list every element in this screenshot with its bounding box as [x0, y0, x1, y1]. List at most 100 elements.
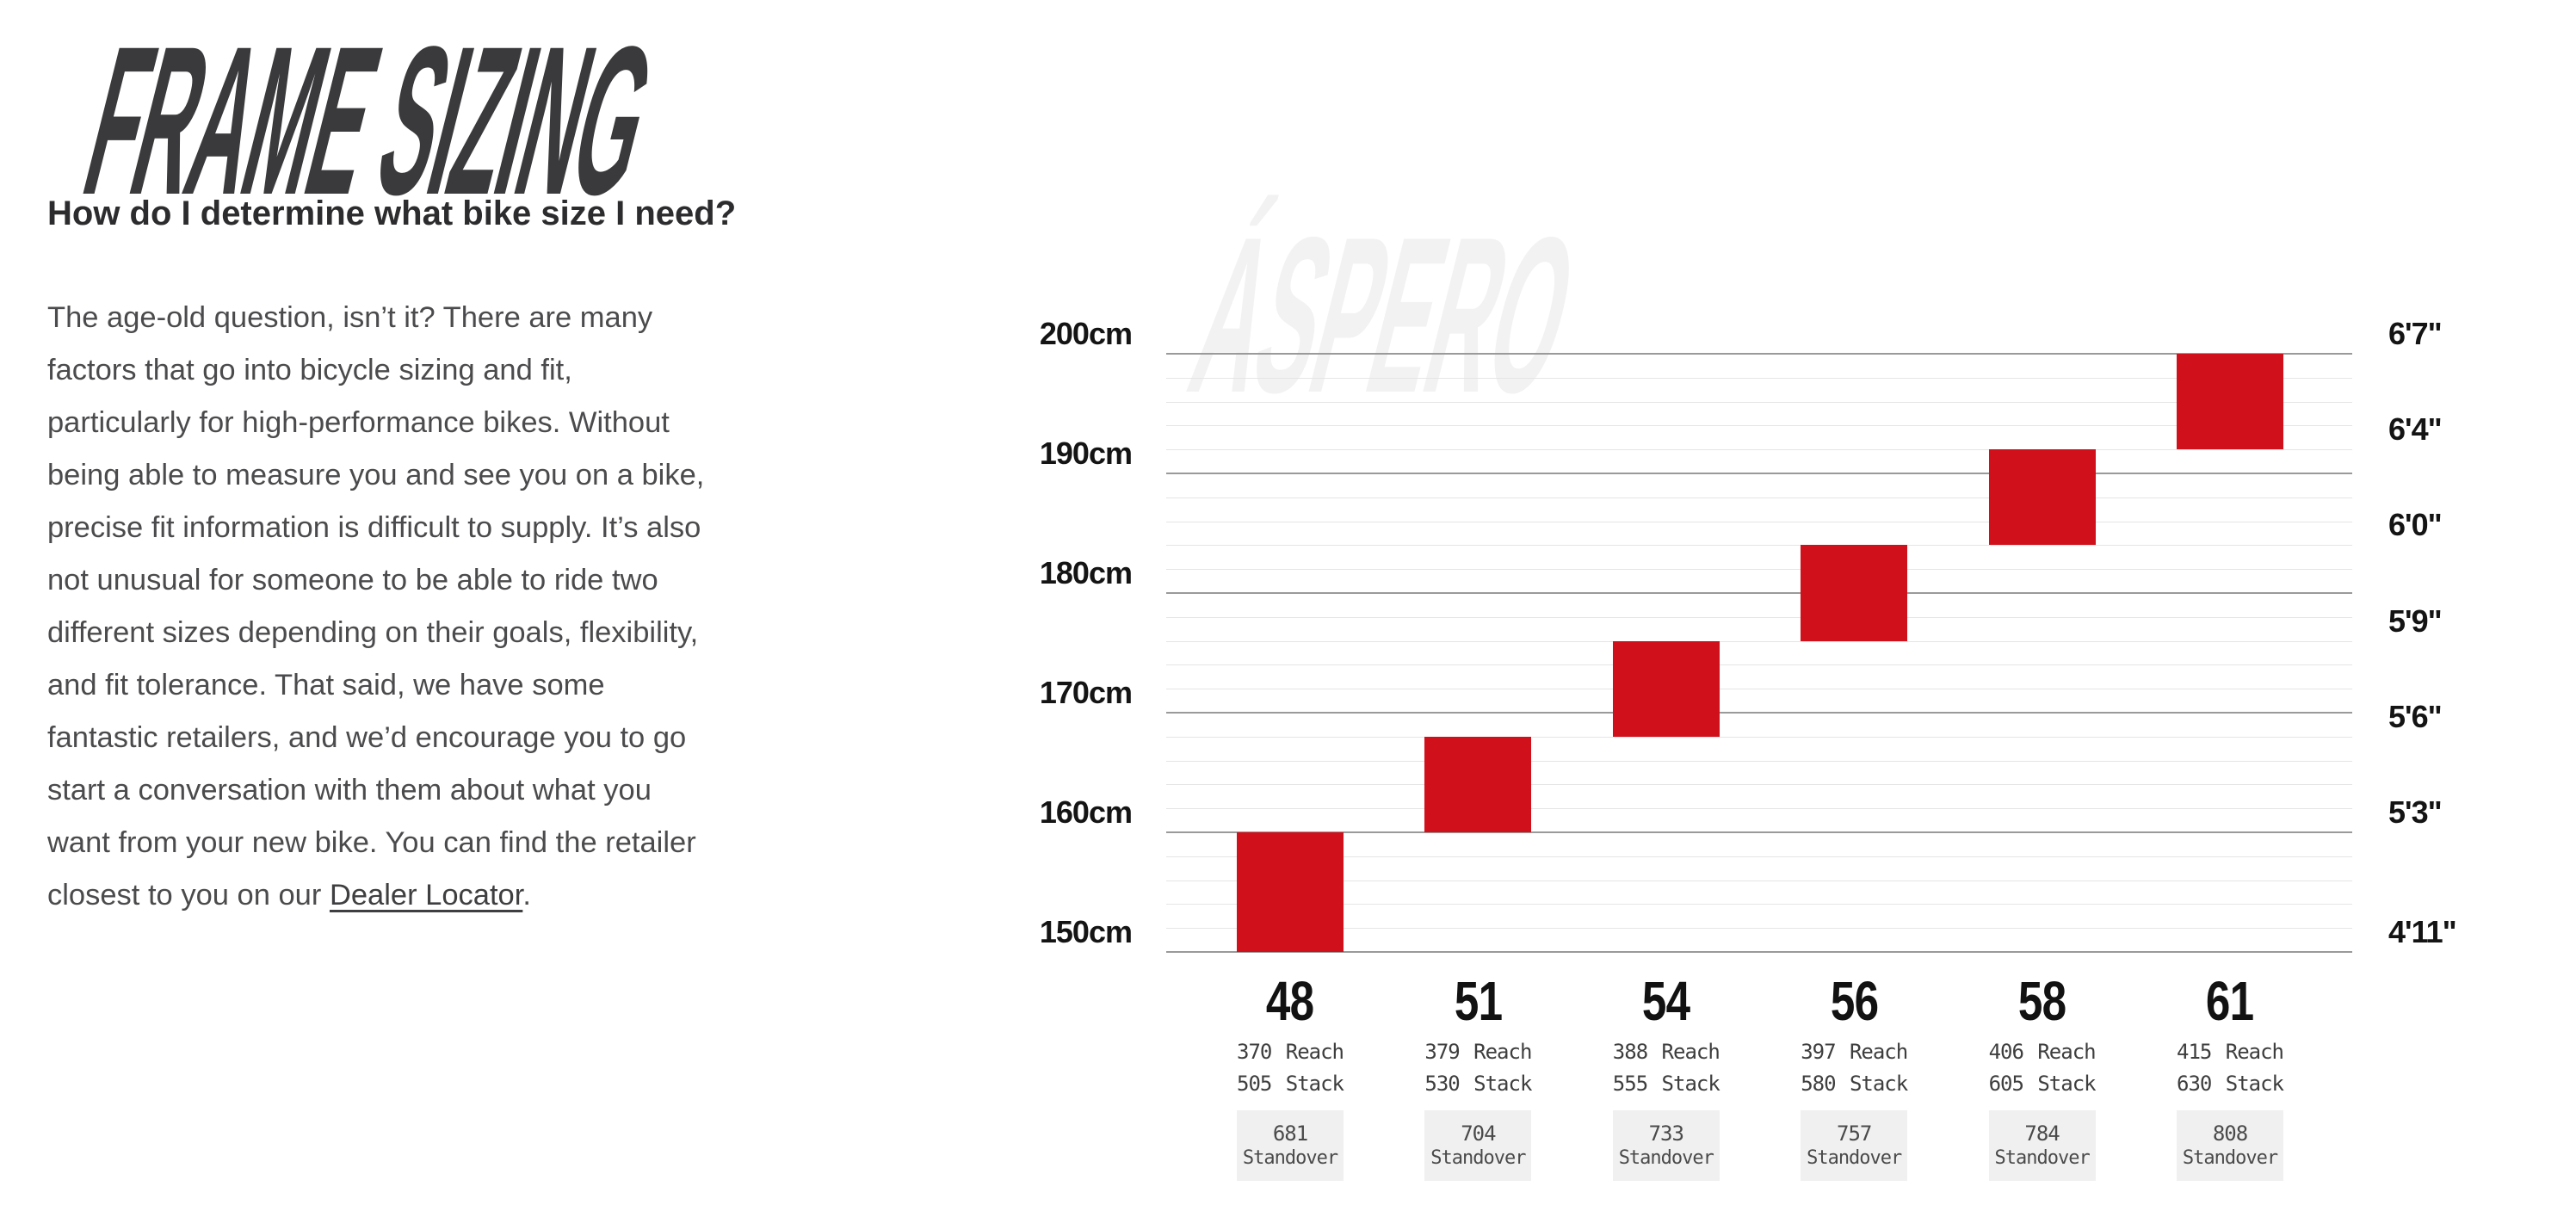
standover-box: 784 Standover — [1988, 1110, 2096, 1181]
standover-label: Standover — [2182, 1147, 2278, 1169]
stack-value: 580 — [1801, 1072, 1836, 1096]
axis-tick-5ft9: 5'9" — [2388, 602, 2443, 639]
standover-label: Standover — [1242, 1147, 1338, 1169]
dealer-locator-link[interactable]: Dealer Locator — [329, 879, 523, 911]
stack-row: 605 Stack — [1989, 1072, 2097, 1097]
gridline-minor — [1166, 425, 2352, 427]
aspero-watermark: ÁSPERO — [1171, 190, 1597, 439]
axis-tick-5ft6: 5'6" — [2388, 698, 2443, 734]
size-label: 56 — [1801, 973, 1907, 1029]
gridline-major — [1166, 592, 2352, 594]
reach-row: 370 Reach — [1237, 1040, 1344, 1066]
gridline-minor — [1166, 664, 2352, 666]
size-label-text: 54 — [1642, 970, 1690, 1032]
standover-value: 784 — [2024, 1122, 2060, 1146]
gridline-minor — [1166, 856, 2352, 857]
reach-value: 397 — [1801, 1040, 1836, 1064]
stack-label: Stack — [2225, 1072, 2284, 1096]
axis-tick-200cm: 200cm — [1039, 316, 1133, 351]
axis-tick-6ft4: 6'4" — [2388, 411, 2443, 448]
gridline-minor — [1166, 616, 2352, 618]
axis-tick-6ft0: 6'0" — [2388, 507, 2443, 543]
axis-tick-160cm: 160cm — [1039, 794, 1133, 830]
standover-box: 808 Standover — [2177, 1110, 2283, 1181]
gridline-minor — [1166, 401, 2352, 403]
size-label: 58 — [1989, 973, 2096, 1029]
reach-value: 406 — [1988, 1040, 2024, 1064]
size-label: 61 — [2177, 973, 2283, 1029]
standover-value: 808 — [2212, 1122, 2248, 1146]
reach-label: Reach — [1849, 1040, 1908, 1064]
reach-label: Reach — [1661, 1040, 1720, 1064]
gridline-minor — [1166, 449, 2352, 451]
standover-label: Standover — [1430, 1147, 1526, 1169]
stack-row: 580 Stack — [1801, 1072, 1908, 1097]
gridline-minor — [1166, 736, 2352, 738]
reach-value: 370 — [1237, 1040, 1272, 1064]
gridline-minor — [1166, 904, 2352, 905]
stack-label: Stack — [1285, 1072, 1344, 1096]
reach-label: Reach — [1473, 1040, 1532, 1064]
height-range-bar-61 — [2177, 354, 2283, 450]
reach-row: 388 Reach — [1613, 1040, 1720, 1066]
gridline-major — [1166, 353, 2352, 355]
height-range-bar-58 — [1988, 449, 2096, 546]
gridline-minor — [1166, 928, 2352, 930]
size-label-text: 51 — [1454, 970, 1503, 1032]
stack-row: 530 Stack — [1424, 1072, 1532, 1097]
stack-label: Stack — [1473, 1072, 1532, 1096]
stack-value: 630 — [2177, 1072, 2212, 1096]
size-column-56: 56 397 Reach 580 Stack 757 Standover — [1801, 973, 1908, 1181]
stack-value: 555 — [1612, 1072, 1648, 1096]
axis-tick-5ft3: 5'3" — [2388, 794, 2443, 830]
stack-row: 630 Stack — [2177, 1072, 2284, 1097]
reach-value: 415 — [2177, 1040, 2212, 1064]
size-label-text: 56 — [1830, 970, 1879, 1032]
standover-label: Standover — [1994, 1147, 2090, 1169]
axis-tick-190cm: 190cm — [1039, 436, 1133, 471]
size-label-text: 61 — [2206, 970, 2254, 1032]
gridline-minor — [1166, 640, 2352, 642]
stack-value: 505 — [1237, 1072, 1272, 1096]
size-column-48: 48 370 Reach 505 Stack 681 Standover — [1237, 973, 1344, 1181]
standover-box: 681 Standover — [1237, 1110, 1344, 1181]
stack-row: 505 Stack — [1237, 1072, 1344, 1097]
intro-paragraph: The age-old question, isn’t it? There ar… — [47, 292, 1011, 922]
standover-label: Standover — [1807, 1147, 1902, 1169]
axis-tick-170cm: 170cm — [1039, 675, 1133, 710]
axis-tick-150cm: 150cm — [1039, 914, 1133, 949]
standover-value: 681 — [1272, 1122, 1308, 1146]
gridline-major — [1166, 473, 2352, 474]
gridline-minor — [1166, 497, 2352, 498]
size-label: 51 — [1424, 973, 1531, 1029]
size-label: 54 — [1613, 973, 1720, 1029]
height-range-bar-48 — [1237, 832, 1344, 952]
gridline-minor — [1166, 377, 2352, 379]
paragraph-text: The age-old question, isn’t it? There ar… — [47, 301, 705, 911]
question-heading: How do I determine what bike size I need… — [47, 195, 737, 232]
size-label-text: 58 — [2017, 970, 2066, 1032]
size-label: 48 — [1237, 973, 1344, 1029]
standover-box: 704 Standover — [1424, 1110, 1532, 1181]
gridline-minor — [1166, 760, 2352, 762]
gridline-minor — [1166, 545, 2352, 547]
stack-row: 555 Stack — [1613, 1072, 1720, 1097]
reach-label: Reach — [2225, 1040, 2284, 1064]
axis-tick-6ft7: 6'7" — [2388, 316, 2443, 351]
reach-row: 379 Reach — [1424, 1040, 1532, 1066]
stack-value: 530 — [1424, 1072, 1460, 1096]
size-column-54: 54 388 Reach 555 Stack 733 Standover — [1612, 973, 1720, 1181]
standover-value: 733 — [1648, 1122, 1684, 1146]
height-range-bar-54 — [1612, 640, 1720, 737]
standover-value: 757 — [1837, 1122, 1872, 1146]
stack-label: Stack — [1661, 1072, 1720, 1096]
stack-label: Stack — [2037, 1072, 2096, 1096]
gridline-minor — [1166, 808, 2352, 810]
size-column-58: 58 406 Reach 605 Stack 784 Standover — [1988, 973, 2097, 1181]
standover-box: 757 Standover — [1801, 1110, 1908, 1181]
gridline-minor — [1166, 784, 2352, 786]
gridline-major — [1166, 712, 2352, 714]
gridline-major — [1166, 831, 2352, 833]
axis-tick-4ft11: 4'11" — [2388, 914, 2457, 949]
